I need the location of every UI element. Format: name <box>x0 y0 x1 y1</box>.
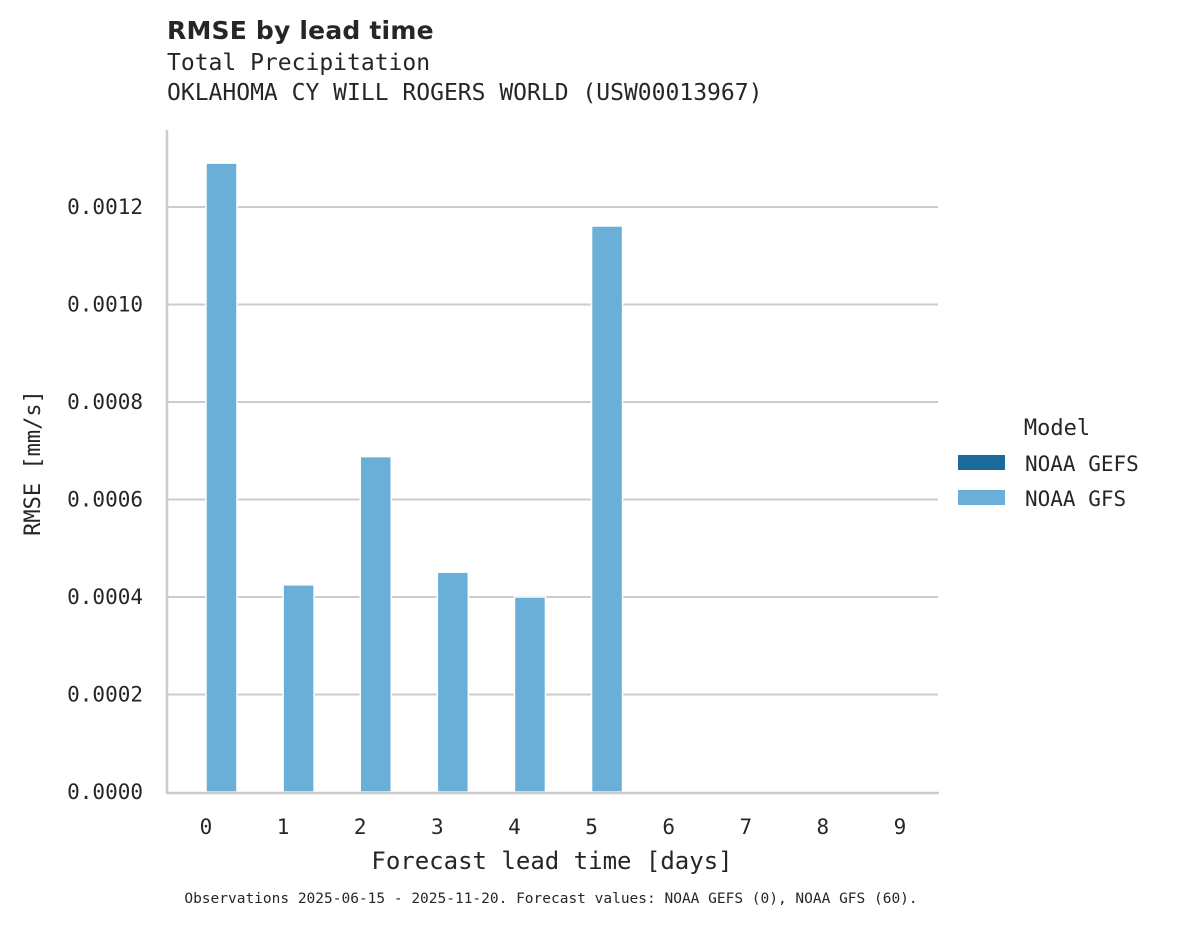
legend-swatch-gefs <box>958 455 1005 470</box>
bar-noaa-gfs-5 <box>590 225 624 793</box>
legend: Model NOAA GEFS NOAA GFS <box>958 416 1139 511</box>
legend-title: Model <box>1024 416 1090 441</box>
legend-item-gefs[interactable]: NOAA GEFS <box>958 452 1139 476</box>
x-tick-label: 1 <box>277 815 290 839</box>
x-tick-label: 6 <box>662 815 675 839</box>
y-tick-label: 0.0012 <box>67 195 143 219</box>
legend-item-gfs[interactable]: NOAA GFS <box>958 487 1126 511</box>
y-tick-label: 0.0004 <box>67 585 143 609</box>
chart-title: RMSE by lead time <box>167 16 434 45</box>
x-tick-labels: 0 1 2 3 4 5 6 7 8 9 <box>200 815 907 839</box>
chart-subtitle-variable: Total Precipitation <box>167 50 431 76</box>
y-axis-label: RMSE [mm/s] <box>21 390 46 536</box>
y-tick-label: 0.0002 <box>67 683 143 707</box>
bar-noaa-gfs-1 <box>282 584 315 793</box>
y-tick-label: 0.0000 <box>67 780 143 804</box>
y-tick-labels: 0.0000 0.0002 0.0004 0.0006 0.0008 0.0010 0.00… <box>67 195 143 804</box>
x-tick-label: 8 <box>817 815 830 839</box>
bar-noaa-gfs-3 <box>436 571 470 793</box>
x-tick-label: 2 <box>354 815 367 839</box>
x-tick-label: 9 <box>894 815 907 839</box>
x-tick-label: 5 <box>585 815 598 839</box>
axes <box>165 130 939 795</box>
x-tick-label: 3 <box>431 815 444 839</box>
y-tick-label: 0.0010 <box>67 293 143 317</box>
x-tick-label: 4 <box>508 815 521 839</box>
legend-label-gfs: NOAA GFS <box>1025 487 1126 511</box>
footer-note: Observations 2025-06-15 - 2025-11-20. Fo… <box>184 891 918 907</box>
legend-swatch-gfs <box>958 490 1005 505</box>
bar-noaa-gfs-0 <box>205 162 238 793</box>
chart-subtitle-station: OKLAHOMA CY WILL ROGERS WORLD (USW000139… <box>167 80 763 106</box>
x-tick-label: 7 <box>739 815 752 839</box>
bar-noaa-gfs-2 <box>359 455 392 793</box>
x-tick-label: 0 <box>200 815 213 839</box>
bars <box>205 162 624 793</box>
x-axis-label: Forecast lead time [days] <box>371 847 732 875</box>
bar-noaa-gfs-4 <box>513 596 547 793</box>
y-tick-label: 0.0008 <box>67 390 143 414</box>
y-tick-label: 0.0006 <box>67 488 143 512</box>
legend-label-gefs: NOAA GEFS <box>1025 452 1139 476</box>
